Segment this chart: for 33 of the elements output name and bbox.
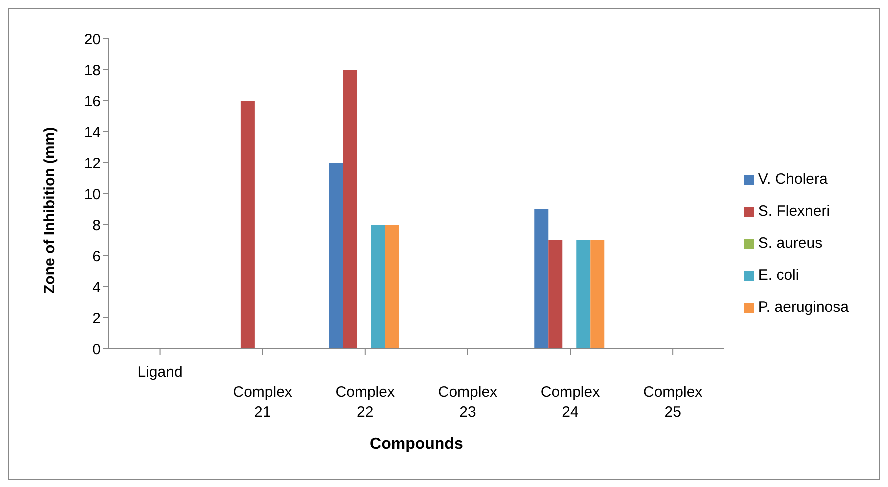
x-tick-label: Complex 24: [540, 384, 601, 421]
legend-label: V. Cholera: [758, 171, 828, 188]
y-tick-label: 12: [84, 155, 101, 172]
legend-label: S. Flexneri: [758, 203, 830, 220]
x-tick-label: Complex 25: [643, 384, 704, 421]
x-tick-label: Ligand: [138, 364, 183, 381]
x-axis-title: Compounds: [370, 436, 464, 453]
y-tick-label: 10: [84, 186, 101, 204]
y-tick-label: 6: [92, 248, 101, 266]
bar: [576, 240, 591, 349]
bar: [240, 101, 255, 349]
bar: [386, 225, 400, 349]
bar: [344, 70, 358, 349]
bar: [548, 240, 563, 349]
bar: [372, 225, 386, 349]
x-tick-label: Complex 23: [438, 384, 498, 421]
x-tick-label: Complex 21: [233, 384, 293, 421]
legend-label: P. aeruginosa: [758, 299, 849, 316]
bar: [330, 163, 344, 349]
y-tick-label: 18: [84, 62, 101, 80]
y-tick-label: 16: [84, 93, 101, 110]
y-tick-label: 4: [92, 279, 101, 296]
legend-label: E. coli: [758, 267, 800, 284]
y-tick-label: 8: [92, 217, 101, 234]
y-tick-label: 20: [84, 31, 101, 48]
y-tick-label: 2: [92, 310, 101, 328]
bar: [534, 210, 549, 349]
x-tick-label: Complex 22: [336, 384, 396, 421]
y-axis-title: Zone of Inhibition (mm): [41, 127, 58, 294]
legend-label: S. aureus: [758, 235, 823, 252]
bar: [590, 240, 605, 349]
y-tick-label: 0: [92, 341, 101, 358]
y-tick-label: 14: [84, 124, 101, 142]
